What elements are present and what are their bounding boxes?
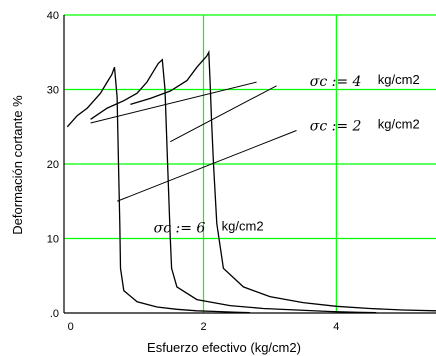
series-line-2 <box>90 58 377 314</box>
annotation-unit: kg/cm2 <box>222 219 264 234</box>
y-axis-title: Deformación cortante % <box>10 95 25 235</box>
annotation-symbol: σc := 2 <box>310 118 362 134</box>
y-tick-label: 20 <box>47 159 59 171</box>
annotation-1: σc := 4 kg/cm2 <box>310 72 420 90</box>
annotations: σc := 4 kg/cm2 σc := 2 kg/cm2 σc := 6 kg/cm2 <box>154 72 420 237</box>
leader-line-0 <box>90 81 257 124</box>
x-tick-label: 4 <box>333 321 339 333</box>
annotation-3: σc := 6 kg/cm2 <box>154 219 264 237</box>
annotation-2: σc := 2 kg/cm2 <box>310 116 420 134</box>
y-tick-label: 30 <box>47 85 59 97</box>
y-tick-label: 40 <box>47 10 59 22</box>
tick-labels: 0 2 4 .0 10 20 30 40 <box>47 10 340 333</box>
annotation-unit: kg/cm2 <box>378 116 420 131</box>
series-line-3 <box>130 49 436 312</box>
gridlines <box>64 14 436 313</box>
annotation-symbol: σc := 4 <box>310 74 362 90</box>
series-line-1 <box>66 66 251 314</box>
leader-line-1 <box>170 85 277 143</box>
leader-line-2 <box>116 130 297 202</box>
x-tick-label: 0 <box>68 321 74 333</box>
x-axis-title: Esfuerzo efectivo (kg/cm2) <box>147 340 301 355</box>
x-tick-label: 2 <box>200 321 206 333</box>
y-tick-label: .0 <box>50 308 59 320</box>
annotation-symbol: σc := 6 <box>154 221 206 237</box>
series-curves <box>66 49 436 314</box>
annotation-leaders <box>90 81 297 202</box>
annotation-unit: kg/cm2 <box>378 72 420 87</box>
y-tick-label: 10 <box>47 234 59 246</box>
